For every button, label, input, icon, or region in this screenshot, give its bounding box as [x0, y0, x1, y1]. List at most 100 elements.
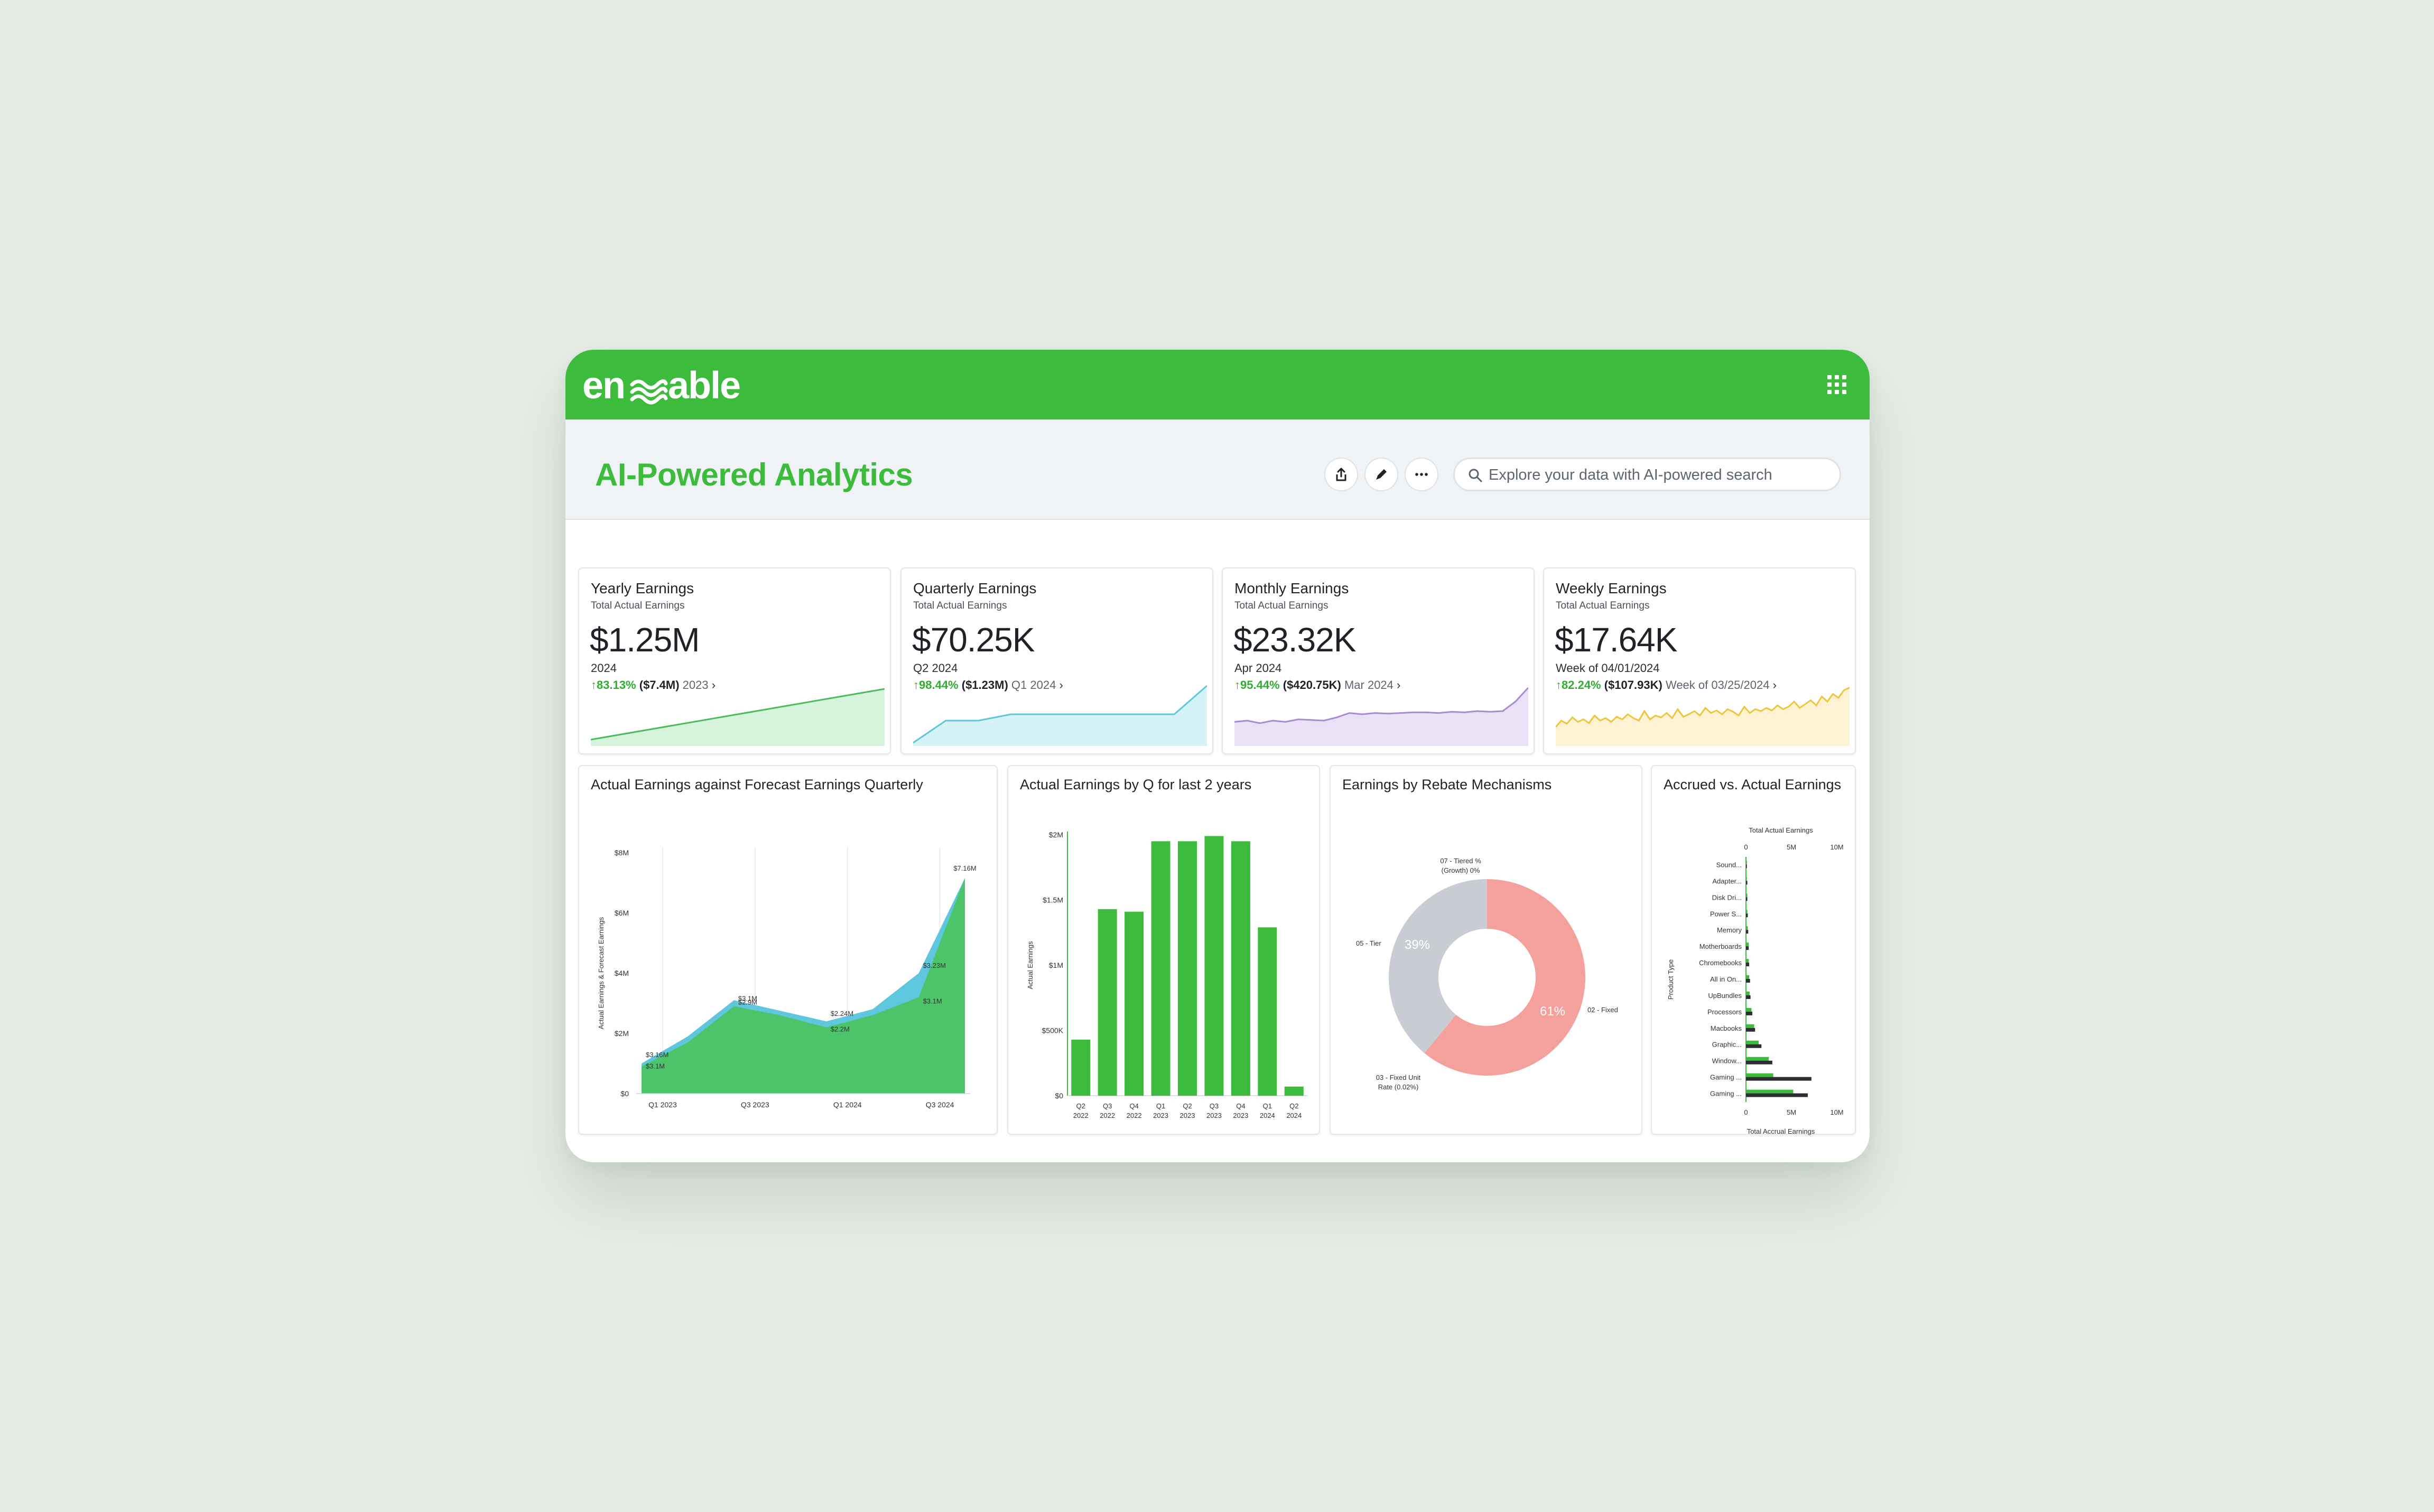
- bar-accrual: [1746, 963, 1750, 967]
- kpi-card-monthly[interactable]: Monthly Earnings Total Actual Earnings $…: [1222, 567, 1535, 754]
- bar-actual: [1746, 959, 1749, 963]
- x-tick-label: 5M: [1787, 1108, 1796, 1116]
- edit-button[interactable]: [1364, 458, 1398, 491]
- legend-label: 07 - Tiered %: [1440, 857, 1481, 865]
- search-input[interactable]: [1489, 462, 1827, 488]
- y-tick-label: $8M: [615, 848, 629, 857]
- donut-chart: 61% 39% 07 - Tiered %(Growth) 0% 05 - Tier 0…: [1356, 857, 1618, 1091]
- more-button[interactable]: [1405, 458, 1438, 491]
- kpi-sparkline: [591, 688, 885, 746]
- page-title: AI-Powered Analytics: [595, 457, 913, 492]
- kpi-title: Quarterly Earnings: [913, 580, 1037, 596]
- kpi-card-weekly[interactable]: Weekly Earnings Total Actual Earnings $1…: [1543, 567, 1856, 754]
- x-tick-label: 2023: [1153, 1112, 1168, 1119]
- x-tick-label: Q1 2024: [833, 1100, 862, 1109]
- hbar-chart-card[interactable]: Accrued vs. Actual Earnings Total Actual…: [1651, 765, 1856, 1135]
- kpi-prior-period: Mar 2024: [1344, 678, 1393, 692]
- area-chart-card[interactable]: Actual Earnings against Forecast Earning…: [578, 765, 998, 1135]
- up-arrow-icon: ↑: [913, 678, 919, 692]
- bar-accrual: [1746, 897, 1748, 901]
- sparkline-line: [1234, 687, 1528, 724]
- bar-accrual: [1746, 1044, 1762, 1048]
- bar-actual: [1746, 910, 1748, 914]
- y-tick-label: Macbooks: [1711, 1024, 1742, 1032]
- kpi-comparison[interactable]: ↑95.44% ($420.75K) Mar 2024 ›: [1234, 678, 1400, 692]
- bar: [1151, 841, 1170, 1096]
- bar-chart-card[interactable]: Actual Earnings by Q for last 2 years $2…: [1007, 765, 1320, 1135]
- kpi-card-yearly[interactable]: Yearly Earnings Total Actual Earnings $1…: [578, 567, 891, 754]
- x-tick-label: 2023: [1206, 1112, 1222, 1119]
- slice-label: 61%: [1540, 1004, 1565, 1019]
- bar-accrual: [1746, 881, 1748, 885]
- x-tick-label: Q4: [1236, 1102, 1245, 1110]
- bar-actual: [1746, 1057, 1769, 1061]
- sparkline-area: [913, 686, 1207, 746]
- x-tick-label: Q1: [1156, 1102, 1165, 1110]
- x-tick-label: 2023: [1233, 1112, 1248, 1119]
- bar: [1125, 911, 1144, 1096]
- x-tick-label: 10M: [1830, 1108, 1843, 1116]
- sparkline-area: [591, 689, 885, 746]
- kpi-change: 98.44%: [919, 678, 959, 692]
- bar-accrual: [1746, 1077, 1811, 1081]
- bar-actual: [1746, 1073, 1773, 1077]
- chart-title: Actual Earnings against Forecast Earning…: [591, 777, 923, 792]
- y-tick-label: $2M: [615, 1029, 629, 1038]
- x-tick-label: Q1 2023: [648, 1100, 677, 1109]
- kpi-value: $70.25K: [912, 621, 1035, 659]
- data-label: $2.2M: [831, 1025, 850, 1033]
- bar-accrual: [1746, 1011, 1753, 1015]
- x-tick-label: Q1: [1263, 1102, 1272, 1110]
- bar-accrual: [1746, 1028, 1755, 1032]
- kpi-comparison[interactable]: ↑98.44% ($1.23M) Q1 2024 ›: [913, 678, 1063, 692]
- bar: [1231, 841, 1250, 1096]
- slice-tier: [1389, 879, 1487, 1053]
- x-tick-label: 2023: [1180, 1112, 1195, 1119]
- kpi-title: Monthly Earnings: [1234, 580, 1349, 596]
- bar: [1098, 909, 1117, 1096]
- donut-chart-card[interactable]: Earnings by Rebate Mechanisms 61% 39% 07 -…: [1330, 765, 1642, 1135]
- y-tick-label: Power S...: [1710, 910, 1742, 918]
- kpi-prior-period: Week of 03/25/2024: [1665, 678, 1770, 692]
- chart-title: Accrued vs. Actual Earnings: [1664, 777, 1842, 792]
- enable-logo[interactable]: en able: [581, 361, 750, 409]
- bar-actual: [1746, 877, 1747, 881]
- bar: [1284, 1086, 1304, 1096]
- kpi-subtitle: Total Actual Earnings: [591, 600, 685, 611]
- data-label: $7.16M: [953, 864, 976, 872]
- x-axis-label: Total Accrual Earnings: [1747, 1127, 1815, 1135]
- sparkline-line: [591, 688, 885, 741]
- y-tick-label: Motherboards: [1699, 942, 1742, 950]
- y-tick-label: Adapter...: [1712, 877, 1742, 885]
- bar-actual: [1746, 861, 1747, 865]
- x-tick-label: Q3: [1210, 1102, 1219, 1110]
- bar-actual: [1746, 991, 1750, 995]
- x-tick-label: 2024: [1260, 1112, 1275, 1119]
- x-tick-label: 5M: [1787, 843, 1796, 851]
- y-tick-label: Chromebooks: [1699, 959, 1742, 967]
- share-button[interactable]: [1324, 458, 1358, 491]
- x-tick-label: Q3: [1103, 1102, 1112, 1110]
- kpi-sparkline: [1234, 687, 1528, 746]
- x-tick-label: Q3 2024: [926, 1100, 954, 1109]
- bar-actual: [1746, 893, 1748, 898]
- kpi-comparison[interactable]: ↑82.24% ($107.93K) Week of 03/25/2024 ›: [1556, 678, 1777, 692]
- y-tick-label: Sound...: [1716, 861, 1742, 869]
- kpi-card-quarterly[interactable]: Quarterly Earnings Total Actual Earnings…: [900, 567, 1213, 754]
- kpi-comparison[interactable]: ↑83.13% ($7.4M) 2023 ›: [591, 678, 716, 692]
- bar-actual: [1746, 942, 1749, 947]
- slice-fixed: [1424, 879, 1585, 1076]
- x-tick-label: 0: [1744, 843, 1748, 851]
- kpi-prior-value: ($1.23M): [961, 678, 1008, 692]
- sparkline-line: [913, 685, 1207, 744]
- actual-area: [642, 878, 965, 1094]
- ai-search-box[interactable]: [1453, 458, 1841, 491]
- y-tick-label: $0: [620, 1089, 629, 1098]
- y-tick-label: $0: [1055, 1091, 1063, 1100]
- x-tick-label: 2022: [1073, 1112, 1089, 1119]
- y-tick-label: Disk Dri...: [1712, 893, 1742, 901]
- kpi-title: Weekly Earnings: [1556, 580, 1667, 596]
- kpi-prior-value: ($7.4M): [639, 678, 680, 692]
- app-grid-icon[interactable]: [1825, 373, 1848, 396]
- kpi-period: 2024: [591, 661, 617, 675]
